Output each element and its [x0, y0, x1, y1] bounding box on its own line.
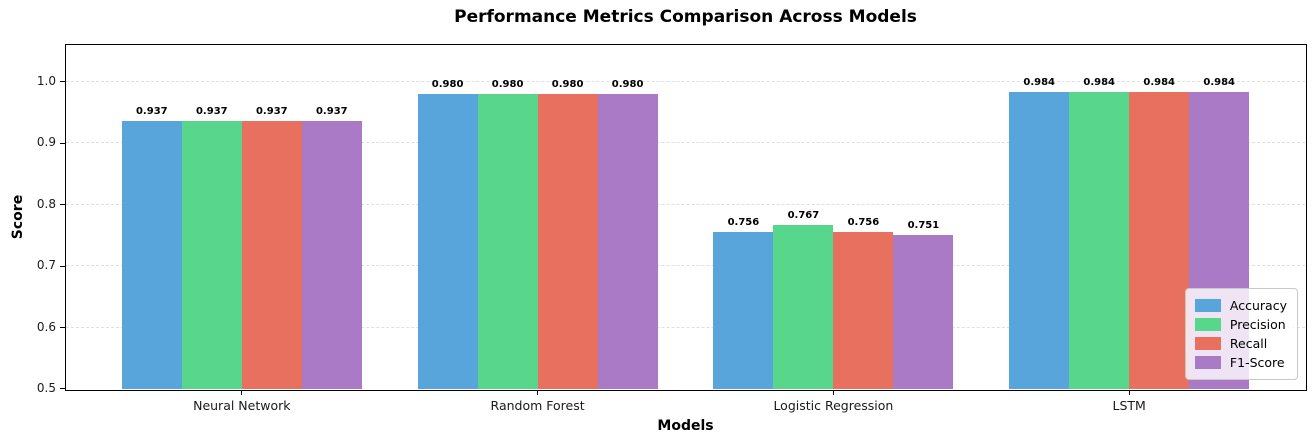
bar-value-label: 0.980 — [611, 79, 644, 91]
x-tick — [537, 390, 538, 395]
bar-value-label: 0.767 — [787, 210, 820, 222]
bar-accuracy-lstm: 0.984 — [1009, 77, 1070, 389]
bar-value-label: 0.984 — [1023, 76, 1056, 88]
bar-groups: 0.937 0.937 0.937 0.937 0.980 0.980 0.980 0.980… — [66, 45, 1305, 389]
bar-value-label: 0.984 — [1143, 76, 1176, 88]
bar-precision-neural-network: 0.937 — [181, 106, 242, 389]
bar-f1-score-neural-network: 0.937 — [301, 106, 362, 389]
y-tick-label: 0.9 — [36, 135, 56, 150]
legend-label: Recall — [1229, 336, 1268, 351]
x-tick-label-neural-network: Neural Network — [193, 398, 291, 413]
legend-item-accuracy: Accuracy — [1194, 298, 1287, 313]
bar-accuracy-neural-network: 0.937 — [121, 106, 182, 389]
legend-label: F1-Score — [1229, 355, 1285, 370]
bar-value-label: 0.984 — [1083, 76, 1116, 88]
bar-recall-neural-network: 0.937 — [241, 106, 302, 389]
bar-value-label: 0.756 — [847, 216, 880, 228]
y-tick — [60, 81, 65, 83]
bar-value-label: 0.937 — [135, 105, 168, 117]
legend-label: Accuracy — [1229, 298, 1287, 313]
y-tick — [60, 142, 65, 144]
bar-precision-logistic-regression: 0.767 — [773, 210, 834, 389]
gridline — [66, 203, 1305, 205]
legend-item-precision: Precision — [1194, 317, 1287, 332]
y-tick — [60, 388, 65, 390]
bar-f1-score-random-forest: 0.980 — [597, 79, 658, 389]
legend-item-f1-score: F1-Score — [1194, 355, 1287, 370]
bar-precision-random-forest: 0.980 — [477, 79, 538, 389]
bar-value-label: 0.980 — [551, 79, 584, 91]
bar-value-label: 0.984 — [1203, 76, 1236, 88]
legend-swatch-f1-score — [1194, 356, 1221, 369]
x-tick — [832, 390, 834, 395]
bar-recall-logistic-regression: 0.756 — [833, 217, 894, 389]
bar-value-label: 0.980 — [431, 79, 464, 91]
legend-swatch-precision — [1194, 318, 1221, 331]
bar-accuracy-logistic-regression: 0.756 — [713, 217, 774, 389]
bar-f1-score-logistic-regression: 0.751 — [893, 220, 954, 389]
y-tick-label: 1.0 — [36, 74, 56, 88]
x-tick-label-random-forest: Random Forest — [490, 398, 585, 413]
legend-swatch-accuracy — [1194, 299, 1221, 312]
bar-recall-random-forest: 0.980 — [537, 79, 598, 389]
y-tick — [60, 265, 65, 267]
bar-value-label: 0.751 — [907, 219, 940, 231]
bar-group-neural-network: 0.937 0.937 0.937 0.937 — [121, 45, 362, 389]
x-tick — [1128, 390, 1130, 395]
x-axis-label: Models — [657, 418, 714, 434]
legend-label: Precision — [1229, 317, 1286, 332]
bar-value-label: 0.980 — [491, 79, 524, 91]
y-tick — [60, 327, 65, 328]
bar-group-logistic-regression: 0.756 0.767 0.756 0.751 — [713, 45, 954, 389]
legend-item-recall: Recall — [1194, 336, 1287, 351]
y-axis-label: Score — [10, 194, 26, 240]
gridline — [66, 326, 1305, 328]
legend-swatch-recall — [1194, 337, 1221, 350]
y-tick-label: 0.5 — [36, 381, 56, 395]
legend: Accuracy Precision Recall F1-Score — [1184, 288, 1298, 380]
bar-group-random-forest: 0.980 0.980 0.980 0.980 — [417, 45, 658, 389]
y-tick-label: 0.6 — [36, 319, 56, 334]
y-tick — [60, 204, 65, 206]
gridline — [66, 265, 1305, 267]
bar-recall-lstm: 0.984 — [1129, 77, 1190, 389]
x-tick-label-logistic-regression: Logistic Regression — [773, 398, 894, 413]
bar-value-label: 0.756 — [727, 216, 760, 228]
x-tick-label-lstm: LSTM — [1112, 398, 1146, 413]
x-tick — [241, 390, 243, 395]
y-tick-label: 0.7 — [36, 258, 56, 273]
bar-value-label: 0.937 — [255, 105, 288, 117]
bar-value-label: 0.937 — [315, 105, 348, 117]
bar-precision-lstm: 0.984 — [1069, 77, 1130, 389]
plot-area: 0.937 0.937 0.937 0.937 0.980 0.980 0.980 0.980… — [64, 43, 1307, 391]
gridline — [66, 81, 1305, 82]
chart-title: Performance Metrics Comparison Across Mo… — [454, 7, 917, 27]
y-tick-label: 0.8 — [36, 196, 56, 211]
gridline — [66, 142, 1305, 144]
bar-value-label: 0.937 — [195, 105, 228, 117]
bar-accuracy-random-forest: 0.980 — [417, 79, 478, 389]
